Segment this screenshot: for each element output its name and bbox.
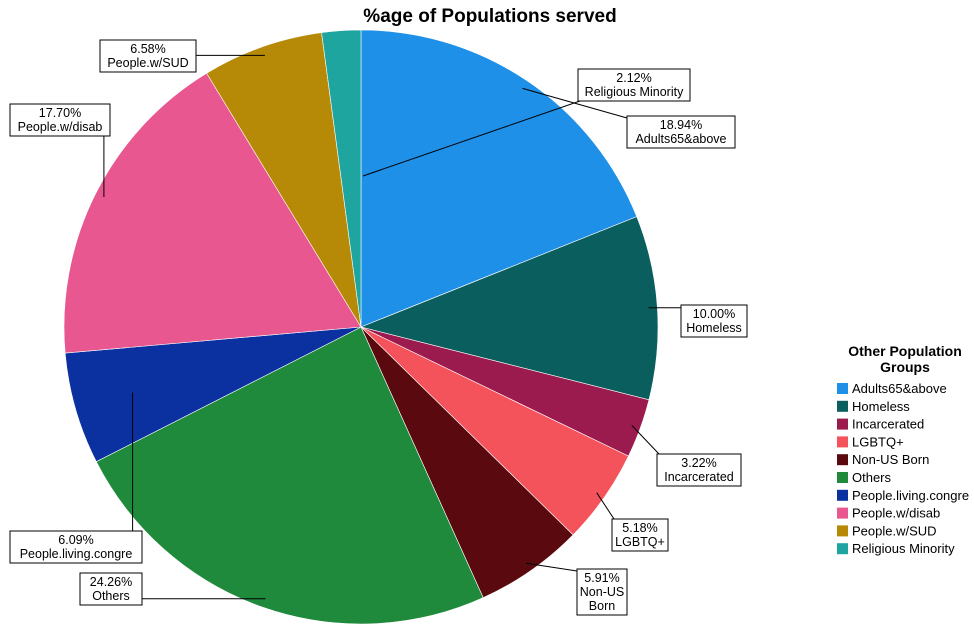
label-box (9, 103, 111, 137)
label-box (576, 568, 628, 616)
legend-swatch-lgbtq (837, 436, 848, 448)
slice-percent-label: 5.18% (622, 521, 657, 535)
slice-label-people-w-disab: 17.70%People.w/disab (9, 103, 111, 137)
leader-line-lgbtq (596, 492, 615, 520)
slice-percent-label: 6.09% (58, 533, 93, 547)
slice-label-lgbtq: 5.18%LGBTQ+ (611, 518, 669, 552)
legend-swatch-adults65-above (837, 383, 848, 394)
leader-line-non-us-born (525, 562, 578, 572)
slice-category-label: Born (589, 599, 615, 613)
slice-label-people-w-sud: 6.58%People.w/SUD (99, 39, 197, 73)
label-box (99, 39, 197, 73)
legend-label-homeless: Homeless (852, 399, 910, 414)
label-box (611, 518, 669, 552)
legend-swatch-religious-minority (837, 543, 848, 555)
legend-label-adults65-above: Adults65&above (852, 381, 947, 396)
slice-percent-label: 24.26% (90, 575, 132, 589)
slice-category-label: Non-US (580, 585, 624, 599)
legend-label-others: Others (852, 470, 892, 485)
legend: Other Population Groups Adults65&above Ho… (837, 343, 969, 556)
slice-percent-label: 6.58% (130, 42, 165, 56)
slice-label-incarcerated: 3.22%Incarcerated (656, 453, 742, 487)
legend-swatch-incarcerated (837, 418, 848, 430)
slice-percent-label: 18.94% (660, 118, 702, 132)
label-leader-lines (103, 54, 681, 600)
pie-slice-adults65-above (360, 29, 638, 328)
legend-label-people-w-disab: People.w/disab (852, 506, 940, 521)
label-box (9, 530, 143, 564)
legend-label-non-us-born: Non-US Born (852, 452, 929, 467)
pie-slice-people-w-disab (63, 72, 362, 354)
legend-swatch-homeless (837, 400, 848, 412)
slice-percent-label: 17.70% (39, 106, 81, 120)
slice-category-label: Religious Minority (585, 85, 684, 99)
slice-label-adults65-above: 18.94%Adults65&above (626, 115, 736, 149)
slice-category-label: Incarcerated (664, 470, 734, 484)
slice-category-label: Homeless (686, 321, 742, 335)
legend-label-people-w-sud: People.w/SUD (852, 523, 937, 538)
slice-category-label: People.w/disab (18, 120, 103, 134)
slice-percent-label: 2.12% (616, 71, 651, 85)
slice-label-others: 24.26%Others (79, 572, 143, 606)
slice-percent-label: 5.91% (584, 571, 619, 585)
legend-swatch-others (837, 472, 848, 483)
legend-title-line-2: Groups (880, 359, 930, 375)
pie-slices (63, 29, 659, 624)
slice-category-label: People.w/SUD (107, 56, 188, 70)
label-box (577, 68, 691, 102)
slice-label-religious-minority: 2.12%Religious Minority (577, 68, 691, 102)
pie-slice-religious-minority (321, 29, 362, 328)
slice-labels: 18.94%Adults65&above 10.00%Homeless 3.22%I… (9, 39, 748, 616)
pie-slice-others (95, 326, 484, 624)
leader-line-religious-minority (362, 100, 581, 177)
slice-category-label: LGBTQ+ (615, 535, 665, 549)
leader-line-incarcerated (631, 425, 660, 455)
legend-title-line-1: Other Population (848, 343, 962, 359)
legend-swatch-people-living-congre (837, 489, 848, 501)
slice-label-people-living-congre: 6.09%People.living.congre (9, 530, 143, 564)
legend-label-lgbtq: LGBTQ+ (852, 434, 904, 449)
slice-category-label: Others (92, 589, 130, 603)
legend-swatch-people-w-disab (837, 507, 848, 519)
legend-label-people-living-congre: People.living.congre (852, 488, 969, 503)
slice-label-homeless: 10.00%Homeless (680, 304, 748, 338)
legend-label-incarcerated: Incarcerated (852, 417, 924, 432)
label-box (79, 572, 143, 606)
legend-swatch-people-w-sud (837, 525, 848, 537)
legend-label-religious-minority: Religious Minority (852, 541, 955, 556)
slice-percent-label: 10.00% (693, 307, 735, 321)
label-box (656, 453, 742, 487)
chart-title: %age of Populations served (363, 6, 616, 27)
slice-category-label: Adults65&above (635, 132, 726, 146)
label-box (680, 304, 748, 338)
slice-category-label: People.living.congre (20, 547, 133, 561)
legend-items: Adults65&above Homeless Incarcerated LGBTQ+… (837, 381, 969, 556)
legend-swatch-non-us-born (837, 454, 848, 466)
label-box (626, 115, 736, 149)
pie-slice-homeless (360, 216, 659, 401)
pie-slice-people-w-sud (206, 32, 362, 328)
slice-percent-label: 3.22% (681, 456, 716, 470)
